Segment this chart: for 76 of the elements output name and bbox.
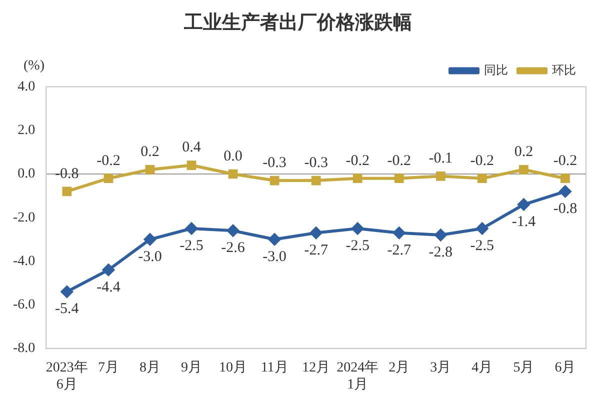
point bbox=[268, 233, 281, 246]
y-tick-label: 2.0 bbox=[18, 123, 36, 138]
x-tick-label: 2023年 6月 bbox=[46, 359, 88, 392]
point bbox=[186, 222, 198, 234]
data-label: -2.8 bbox=[428, 244, 453, 260]
point bbox=[519, 164, 528, 174]
point bbox=[476, 222, 488, 234]
x-tick-label: 6月 bbox=[554, 360, 576, 376]
point bbox=[186, 160, 196, 170]
point bbox=[352, 174, 362, 184]
point bbox=[144, 233, 156, 246]
point bbox=[60, 286, 73, 298]
point bbox=[102, 264, 114, 276]
y-tick-label: 0.0 bbox=[18, 166, 36, 182]
data-label: -0.1 bbox=[428, 150, 453, 167]
x-tick-label: 2024年 1月 bbox=[336, 359, 379, 392]
x-tick-label: 10月 bbox=[219, 360, 248, 376]
data-label: 0.2 bbox=[140, 144, 160, 160]
x-tick-label: 7月 bbox=[98, 360, 119, 376]
data-label: -2.6 bbox=[221, 240, 246, 256]
point bbox=[394, 174, 404, 184]
data-label: -0.3 bbox=[262, 154, 286, 171]
chart-title: 工业生产者出厂价格涨跌幅 bbox=[183, 11, 412, 34]
x-tick-label: 5月 bbox=[513, 360, 534, 376]
point bbox=[352, 222, 364, 234]
y-tick-label: -6.0 bbox=[12, 297, 36, 312]
point bbox=[228, 169, 238, 179]
data-label: -0.3 bbox=[304, 154, 328, 171]
data-label: -3.0 bbox=[262, 248, 286, 265]
data-label: 0.0 bbox=[224, 148, 242, 164]
x-tick-label: 8月 bbox=[139, 360, 160, 376]
y-tick-label: -8.0 bbox=[12, 341, 36, 356]
data-label: -0.2 bbox=[96, 152, 120, 169]
x-tick-label: 11月 bbox=[260, 360, 288, 376]
point bbox=[559, 185, 572, 198]
point bbox=[434, 229, 447, 242]
point bbox=[310, 226, 322, 239]
x-tick-label: 9月 bbox=[181, 360, 202, 376]
y-tick-label: 4.0 bbox=[18, 79, 36, 94]
x-tick-label: 3月 bbox=[430, 360, 452, 376]
point bbox=[270, 176, 280, 186]
data-label: -0.8 bbox=[55, 166, 79, 182]
data-label: -1.4 bbox=[512, 214, 536, 230]
legend-label: 环比 bbox=[552, 62, 576, 77]
data-label: -2.7 bbox=[304, 242, 328, 258]
point bbox=[393, 226, 406, 239]
data-label: -2.5 bbox=[346, 238, 370, 254]
data-label: -0.2 bbox=[346, 152, 370, 169]
point bbox=[478, 174, 487, 184]
y-tick-label: -4.0 bbox=[12, 254, 36, 269]
x-tick-label: 2月 bbox=[388, 360, 410, 376]
data-label: -0.8 bbox=[553, 200, 578, 217]
legend-label: 同比 bbox=[484, 62, 508, 77]
point bbox=[145, 164, 155, 174]
data-label: 0.4 bbox=[182, 140, 202, 156]
data-label: -0.2 bbox=[387, 152, 412, 169]
data-label: -4.4 bbox=[96, 279, 121, 296]
point bbox=[436, 172, 446, 181]
point bbox=[311, 176, 321, 186]
data-label: -3.0 bbox=[138, 248, 162, 265]
point bbox=[62, 186, 72, 196]
data-label: -2.5 bbox=[180, 238, 204, 254]
data-label: -2.5 bbox=[470, 238, 494, 254]
point bbox=[560, 174, 570, 184]
data-label: -2.7 bbox=[387, 242, 412, 258]
y-axis-title: (%) bbox=[24, 58, 45, 74]
data-label: -5.4 bbox=[55, 301, 80, 318]
data-label: -0.2 bbox=[553, 152, 578, 169]
point bbox=[227, 224, 240, 237]
data-label: 0.2 bbox=[514, 144, 534, 160]
y-tick-label: -2.0 bbox=[12, 210, 36, 226]
data-label: -0.2 bbox=[470, 152, 494, 169]
x-tick-label: 4月 bbox=[472, 360, 493, 376]
point bbox=[104, 174, 114, 184]
x-tick-label: 12月 bbox=[302, 360, 330, 376]
point bbox=[518, 198, 530, 211]
